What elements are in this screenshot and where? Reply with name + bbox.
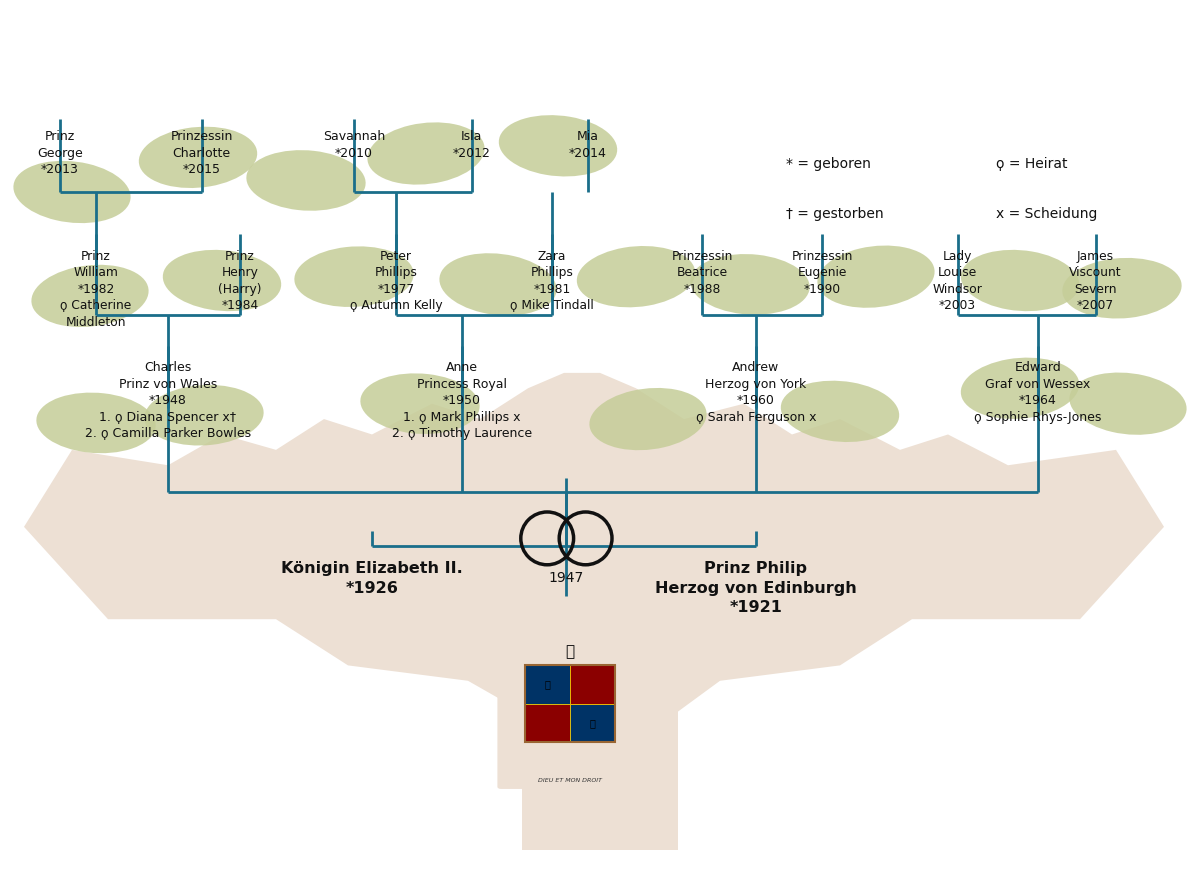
- Ellipse shape: [577, 246, 695, 307]
- Text: x = Scheidung: x = Scheidung: [996, 207, 1097, 221]
- Text: Quelle: Britisches Königshaus: Quelle: Britisches Königshaus: [960, 864, 1186, 879]
- Ellipse shape: [246, 150, 366, 211]
- Text: Mia
*2014: Mia *2014: [569, 130, 607, 160]
- Text: Prinz
George
*2013: Prinz George *2013: [37, 130, 83, 177]
- Ellipse shape: [817, 246, 935, 308]
- Ellipse shape: [499, 115, 617, 177]
- Text: DIEU ET MON DROIT: DIEU ET MON DROIT: [538, 778, 602, 783]
- Text: 👑: 👑: [565, 644, 575, 659]
- Text: Die königliche Familie von Großbritannien: Die königliche Familie von Großbritannie…: [14, 22, 934, 62]
- Text: Anne
Princess Royal
*1950
1. ϙ Mark Phillips x
2. ϙ Timothy Laurence: Anne Princess Royal *1950 1. ϙ Mark Phil…: [392, 362, 532, 440]
- Ellipse shape: [1069, 372, 1187, 435]
- Text: Prinzessin
Charlotte
*2015: Prinzessin Charlotte *2015: [170, 130, 233, 177]
- Ellipse shape: [360, 373, 480, 434]
- Ellipse shape: [961, 250, 1079, 311]
- Ellipse shape: [1062, 258, 1182, 319]
- Text: Isla
*2012: Isla *2012: [452, 130, 491, 160]
- Bar: [570, 704, 616, 742]
- Text: Prinzessin
Eugenie
*1990: Prinzessin Eugenie *1990: [791, 250, 853, 296]
- Text: ϙ = Heirat: ϙ = Heirat: [996, 157, 1068, 171]
- Text: Zara
Phillips
*1981
ϙ Mike Tindall: Zara Phillips *1981 ϙ Mike Tindall: [510, 250, 594, 313]
- Text: 1947: 1947: [548, 571, 584, 585]
- Ellipse shape: [144, 385, 264, 446]
- Text: 🦁: 🦁: [545, 680, 551, 689]
- Bar: [570, 665, 616, 704]
- Ellipse shape: [439, 254, 557, 315]
- Ellipse shape: [589, 388, 707, 450]
- Text: James
Viscount
Severn
*2007: James Viscount Severn *2007: [1069, 250, 1122, 313]
- Text: Savannah
*2010: Savannah *2010: [323, 130, 385, 160]
- Text: Prinz
Henry
(Harry)
*1984: Prinz Henry (Harry) *1984: [218, 250, 262, 313]
- Text: Königin Elizabeth II.
*1926: Königin Elizabeth II. *1926: [281, 562, 463, 596]
- Bar: [526, 665, 616, 742]
- Text: dpa…26612: dpa…26612: [14, 864, 115, 879]
- Ellipse shape: [31, 264, 149, 327]
- Text: Peter
Phillips
*1977
ϙ Autumn Kelly: Peter Phillips *1977 ϙ Autumn Kelly: [349, 250, 443, 313]
- Ellipse shape: [139, 127, 257, 188]
- Text: Lady
Louise
Windsor
*2003: Lady Louise Windsor *2003: [932, 250, 983, 313]
- Ellipse shape: [36, 393, 156, 454]
- Text: * = geboren: * = geboren: [786, 157, 871, 171]
- Ellipse shape: [781, 380, 899, 442]
- Text: Prinzessin
Beatrice
*1988: Prinzessin Beatrice *1988: [671, 250, 733, 296]
- Bar: [526, 665, 570, 704]
- Ellipse shape: [367, 122, 485, 185]
- Text: Edward
Graf von Wessex
*1964
ϙ Sophie Rhys-Jones: Edward Graf von Wessex *1964 ϙ Sophie Rh…: [974, 362, 1102, 424]
- Text: Charles
Prinz von Wales
*1948
1. ϙ Diana Spencer x†
2. ϙ Camilla Parker Bowles: Charles Prinz von Wales *1948 1. ϙ Diana…: [85, 362, 251, 440]
- Ellipse shape: [163, 250, 281, 311]
- Polygon shape: [24, 373, 1164, 850]
- Text: Prinz
William
*1982
ϙ Catherine
Middleton: Prinz William *1982 ϙ Catherine Middleto…: [60, 250, 132, 329]
- FancyBboxPatch shape: [498, 634, 643, 789]
- Text: † = gestorben: † = gestorben: [786, 207, 883, 221]
- Ellipse shape: [294, 246, 414, 307]
- Ellipse shape: [690, 254, 810, 314]
- Text: Andrew
Herzog von York
*1960
ϙ Sarah Ferguson x: Andrew Herzog von York *1960 ϙ Sarah Fer…: [696, 362, 816, 424]
- Ellipse shape: [961, 357, 1079, 419]
- Bar: [526, 704, 570, 742]
- Text: 🦁: 🦁: [589, 718, 595, 728]
- Text: Prinz Philip
Herzog von Edinburgh
*1921: Prinz Philip Herzog von Edinburgh *1921: [655, 562, 857, 615]
- Ellipse shape: [13, 161, 131, 223]
